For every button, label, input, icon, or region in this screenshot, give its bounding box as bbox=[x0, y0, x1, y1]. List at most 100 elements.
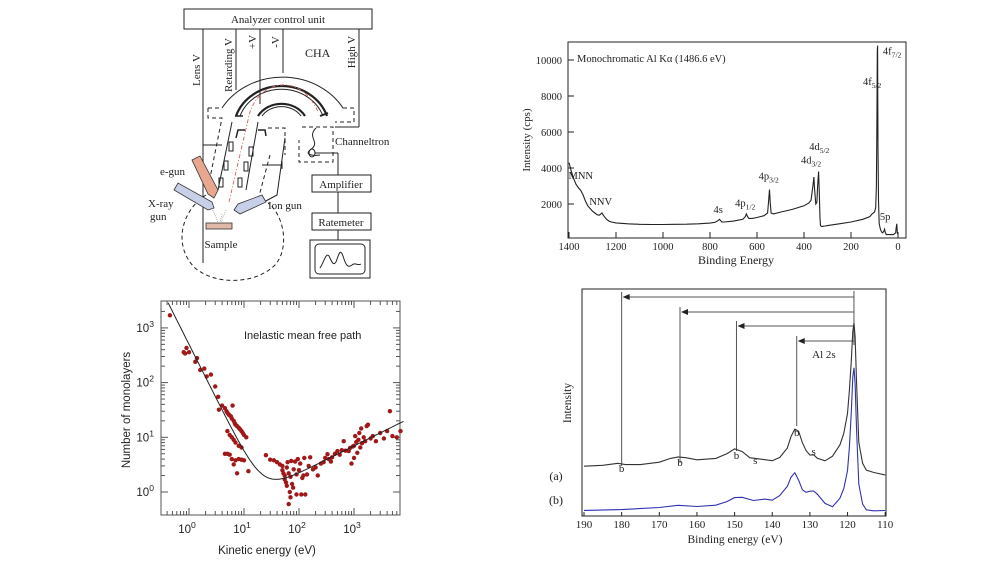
imfp-data-point bbox=[225, 428, 230, 434]
imfp-data-point bbox=[349, 461, 354, 466]
imfp-data-point bbox=[355, 450, 360, 455]
minus-v-label: -V bbox=[270, 36, 282, 48]
survey-y-tick-label: 2000 bbox=[541, 200, 562, 211]
imfp-data-point bbox=[335, 448, 340, 454]
imfp-data-point bbox=[288, 495, 293, 500]
survey-x-tick-label: 1400 bbox=[559, 242, 580, 253]
imfp-data-point bbox=[289, 458, 294, 464]
lens-v-label: Lens V bbox=[191, 54, 203, 86]
al2s-x-tick-label: 190 bbox=[576, 519, 593, 531]
survey-y-label: Intensity (cps) bbox=[521, 108, 533, 172]
survey-peak-label: 4f7/2 bbox=[883, 47, 902, 60]
al2s-peak-label: Al 2s bbox=[812, 349, 836, 361]
plasmon-label: b bbox=[677, 457, 683, 469]
series-label: (a) bbox=[549, 469, 562, 483]
al2s-plot-frame bbox=[581, 288, 887, 517]
imfp-data-point bbox=[304, 472, 310, 477]
ratemeter-label: Ratemeter bbox=[318, 217, 364, 229]
xray-gun-label-line1: X-ray bbox=[148, 198, 174, 210]
survey-spectrum-line bbox=[568, 45, 899, 236]
plus-v-label: +V bbox=[247, 35, 259, 49]
imfp-x-tick-label: 100 bbox=[178, 520, 196, 536]
imfp-data-point bbox=[296, 468, 302, 473]
outer-hemisphere-inner bbox=[239, 88, 324, 117]
imfp-data-point bbox=[213, 384, 218, 389]
imfp-data-point bbox=[208, 372, 214, 377]
imfp-data-point bbox=[184, 345, 189, 351]
sample-label: Sample bbox=[205, 239, 238, 251]
ratemeter-box bbox=[311, 212, 372, 231]
survey-title: Monochromatic Al Kα (1486.6 eV) bbox=[577, 54, 726, 65]
sample-holder bbox=[205, 222, 233, 230]
imfp-data-point bbox=[301, 473, 306, 478]
imfp-data-point bbox=[325, 452, 330, 457]
imfp-data-point bbox=[295, 456, 300, 462]
xray-gun-label-line2: gun bbox=[150, 211, 167, 223]
channeltron-housing bbox=[298, 126, 334, 163]
al2s-x-axis: 190 180 170 160 150 140 130 120 110 bbox=[576, 512, 894, 531]
al2s-x-tick-label: 110 bbox=[877, 519, 894, 531]
imfp-fit-curve bbox=[167, 302, 404, 480]
survey-x-tick-label: 800 bbox=[702, 242, 718, 253]
imfp-plot-frame bbox=[160, 300, 401, 516]
imfp-data-point bbox=[387, 409, 393, 414]
imfp-title: Inelastic mean free path bbox=[244, 330, 361, 342]
survey-x-tick-label: 200 bbox=[843, 242, 859, 253]
plasmon-label: b bbox=[734, 450, 740, 462]
imfp-data-point bbox=[351, 455, 357, 461]
imfp-data-point bbox=[289, 481, 295, 487]
al2s-x-tick-label: 170 bbox=[651, 519, 668, 531]
e-gun bbox=[191, 155, 219, 199]
al2s-series-line-a bbox=[583, 322, 886, 476]
plasmon-arrow-head bbox=[737, 323, 745, 329]
imfp-x-tick-label: 103 bbox=[343, 520, 361, 536]
imfp-data-point bbox=[263, 453, 269, 458]
imfp-data-point bbox=[323, 455, 328, 461]
imfp-y-tick-label: 101 bbox=[136, 428, 154, 444]
imfp-data-point bbox=[202, 366, 207, 371]
al2s-y-label: Intensity bbox=[562, 383, 574, 423]
imfp-data-point bbox=[361, 435, 366, 440]
imfp-data-point bbox=[282, 473, 287, 478]
imfp-data-point bbox=[216, 394, 221, 399]
plasmon-label: b bbox=[619, 463, 625, 475]
e-gun-icon bbox=[191, 155, 219, 199]
imfp-data-point bbox=[229, 456, 234, 462]
al2s-x-tick-label: 150 bbox=[726, 519, 743, 531]
analyzer-control-unit-box bbox=[183, 8, 373, 30]
survey-x-tick-label: 400 bbox=[796, 242, 812, 253]
survey-peak-label: 4p3/2 bbox=[759, 172, 779, 185]
imfp-data-point bbox=[328, 459, 334, 464]
e-gun-label: e-gun bbox=[160, 166, 186, 178]
spectrum-trace-icon bbox=[319, 251, 362, 269]
imfp-data-point bbox=[302, 455, 307, 461]
al2s-series-line-b bbox=[583, 367, 886, 512]
series-label: (b) bbox=[549, 493, 563, 507]
survey-y-tick-label: 8000 bbox=[541, 92, 562, 103]
display-monitor bbox=[309, 239, 371, 279]
imfp-data-point bbox=[230, 403, 235, 408]
survey-y-tick-label: 10000 bbox=[536, 56, 562, 67]
plasmon-arrow-head bbox=[797, 338, 805, 344]
imfp-data-point bbox=[167, 313, 173, 318]
plasmon-label: s bbox=[812, 446, 816, 458]
imfp-data-point bbox=[241, 458, 247, 463]
imfp-data-point bbox=[373, 439, 379, 444]
al2s-labels: Al 2sb bb sbs(a)(b) bbox=[549, 349, 836, 507]
imfp-data-point bbox=[287, 489, 292, 495]
plasmon-arrow-head bbox=[622, 294, 630, 300]
imfp-y-tick-label: 102 bbox=[136, 374, 154, 390]
imfp-data-point bbox=[390, 433, 395, 439]
imfp-y-tick-label: 103 bbox=[136, 319, 154, 335]
xray-gun-icon bbox=[173, 182, 215, 211]
imfp-y-label: Number of monolayers bbox=[121, 352, 133, 469]
al2s-x-tick-label: 130 bbox=[802, 519, 819, 531]
ion-gun bbox=[233, 194, 267, 215]
survey-peak-label: MNN bbox=[568, 171, 593, 182]
imfp-data-point bbox=[394, 435, 399, 440]
al2s-x-tick-label: 160 bbox=[689, 519, 706, 531]
